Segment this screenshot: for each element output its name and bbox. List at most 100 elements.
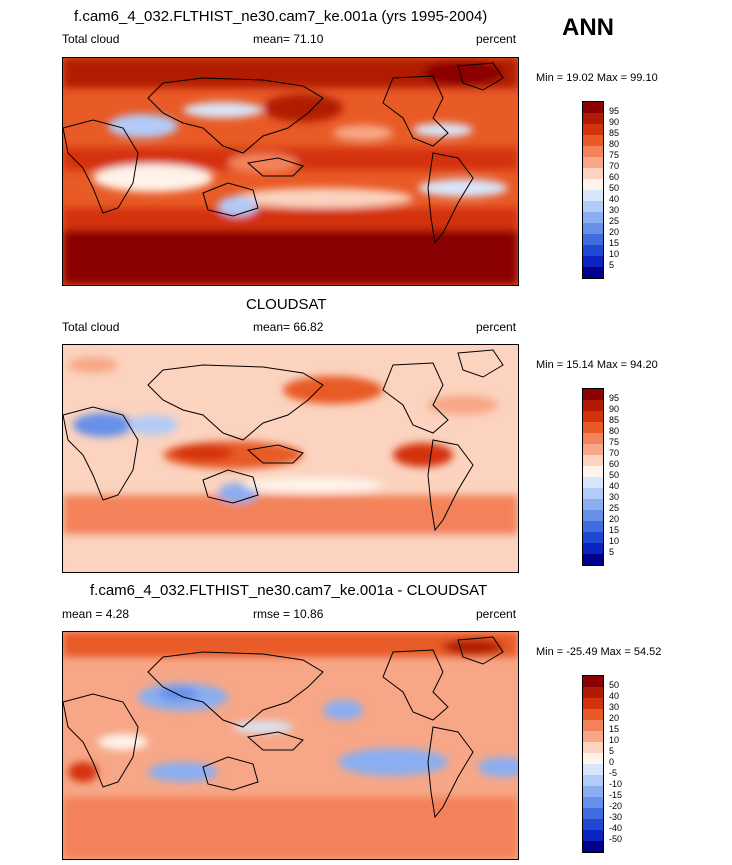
colorbar-swatch <box>583 179 603 190</box>
colorbar-swatch <box>583 532 603 543</box>
colorbar-level-label: -20 <box>609 801 623 811</box>
colorbar-level-label: 15 <box>609 238 620 248</box>
colorbar-level-label: 30 <box>609 492 620 502</box>
colorbar-swatch <box>583 477 603 488</box>
colorbar-swatch <box>583 157 603 168</box>
colorbar-swatch <box>583 797 603 808</box>
colorbar-level-label: 20 <box>609 227 620 237</box>
colorbar-swatch <box>583 819 603 830</box>
colorbar-swatch <box>583 201 603 212</box>
panel3-mean-label: mean = 4.28 <box>62 607 130 621</box>
colorbar-level-label: 0 <box>609 757 615 767</box>
colorbar-swatch <box>583 764 603 775</box>
colorbar-swatch <box>583 124 603 135</box>
colorbar-swatch <box>583 102 603 113</box>
colorbar-level-label: 75 <box>609 150 620 160</box>
colorbar-swatch <box>583 808 603 819</box>
colorbar-level-label: 80 <box>609 426 620 436</box>
colorbar-swatch <box>583 510 603 521</box>
panel3-rmse-label: rmse = 10.86 <box>253 607 324 621</box>
colorbar-swatch <box>583 113 603 124</box>
colorbar-level-label: -40 <box>609 823 623 833</box>
colorbar-level-label: 50 <box>609 680 620 690</box>
colorbar-level-label: 15 <box>609 525 620 535</box>
colorbar-swatch <box>583 742 603 753</box>
panel1-minmax-label: Min = 19.02 Max = 99.10 <box>536 72 658 84</box>
panel2-map <box>62 344 519 573</box>
colorbar-level-label: 10 <box>609 249 620 259</box>
colorbar-swatch <box>583 455 603 466</box>
colorbar-swatch <box>583 687 603 698</box>
colorbar-swatch <box>583 389 603 400</box>
colorbar-swatch <box>583 267 603 278</box>
colorbar-swatch <box>583 499 603 510</box>
panel2-variable-label: Total cloud <box>62 320 120 334</box>
colorbar-level-label: 5 <box>609 260 615 270</box>
panel1-map <box>62 57 519 286</box>
colorbar-level-label: 5 <box>609 746 615 756</box>
panel2-minmax-label: Min = 15.14 Max = 94.20 <box>536 359 658 371</box>
colorbar-swatch <box>583 830 603 841</box>
colorbar-swatch <box>583 422 603 433</box>
colorbar-level-label: 75 <box>609 437 620 447</box>
colorbar-swatch <box>583 444 603 455</box>
panel2-colorbar <box>582 388 604 566</box>
colorbar-swatch <box>583 400 603 411</box>
colorbar-swatch <box>583 146 603 157</box>
colorbar-swatch <box>583 554 603 565</box>
colorbar-swatch <box>583 731 603 742</box>
colorbar-level-label: 20 <box>609 514 620 524</box>
season-label: ANN <box>562 14 614 41</box>
colorbar-level-label: 85 <box>609 128 620 138</box>
colorbar-swatch <box>583 223 603 234</box>
colorbar-level-label: 90 <box>609 404 620 414</box>
colorbar-level-label: 40 <box>609 481 620 491</box>
colorbar-level-label: -15 <box>609 790 623 800</box>
panel3-title: f.cam6_4_032.FLTHIST_ne30.cam7_ke.001a -… <box>90 582 488 599</box>
colorbar-level-label: 50 <box>609 183 620 193</box>
panel1-colorbar <box>582 101 604 279</box>
colorbar-level-label: 95 <box>609 106 620 116</box>
panel3-colorbar <box>582 675 604 853</box>
panel1-title: f.cam6_4_032.FLTHIST_ne30.cam7_ke.001a (… <box>74 8 488 25</box>
colorbar-level-label: 5 <box>609 547 615 557</box>
panel2-mean-label: mean= 66.82 <box>253 320 324 334</box>
colorbar-swatch <box>583 488 603 499</box>
colorbar-swatch <box>583 775 603 786</box>
panel1-variable-label: Total cloud <box>62 32 120 46</box>
colorbar-level-label: 30 <box>609 702 620 712</box>
panel3-units-label: percent <box>476 607 517 621</box>
colorbar-level-label: 70 <box>609 161 620 171</box>
colorbar-swatch <box>583 841 603 852</box>
colorbar-swatch <box>583 212 603 223</box>
colorbar-swatch <box>583 168 603 179</box>
colorbar-level-label: 30 <box>609 205 620 215</box>
panel1-units-label: percent <box>476 32 517 46</box>
colorbar-level-label: 80 <box>609 139 620 149</box>
colorbar-level-label: 60 <box>609 459 620 469</box>
colorbar-level-label: 40 <box>609 194 620 204</box>
colorbar-swatch <box>583 466 603 477</box>
colorbar-swatch <box>583 245 603 256</box>
colorbar-level-label: 15 <box>609 724 620 734</box>
colorbar-level-label: 50 <box>609 470 620 480</box>
colorbar-swatch <box>583 720 603 731</box>
colorbar-swatch <box>583 411 603 422</box>
colorbar-swatch <box>583 709 603 720</box>
colorbar-swatch <box>583 190 603 201</box>
colorbar-level-label: 25 <box>609 216 620 226</box>
colorbar-level-label: 20 <box>609 713 620 723</box>
colorbar-swatch <box>583 786 603 797</box>
colorbar-level-label: 95 <box>609 393 620 403</box>
panel2-title: CLOUDSAT <box>246 296 327 313</box>
panel1-mean-label: mean= 71.10 <box>253 32 324 46</box>
colorbar-swatch <box>583 676 603 687</box>
colorbar-level-label: 40 <box>609 691 620 701</box>
colorbar-swatch <box>583 433 603 444</box>
colorbar-level-label: -5 <box>609 768 618 778</box>
colorbar-level-label: 85 <box>609 415 620 425</box>
colorbar-swatch <box>583 698 603 709</box>
colorbar-level-label: 90 <box>609 117 620 127</box>
colorbar-swatch <box>583 234 603 245</box>
panel2-units-label: percent <box>476 320 517 334</box>
